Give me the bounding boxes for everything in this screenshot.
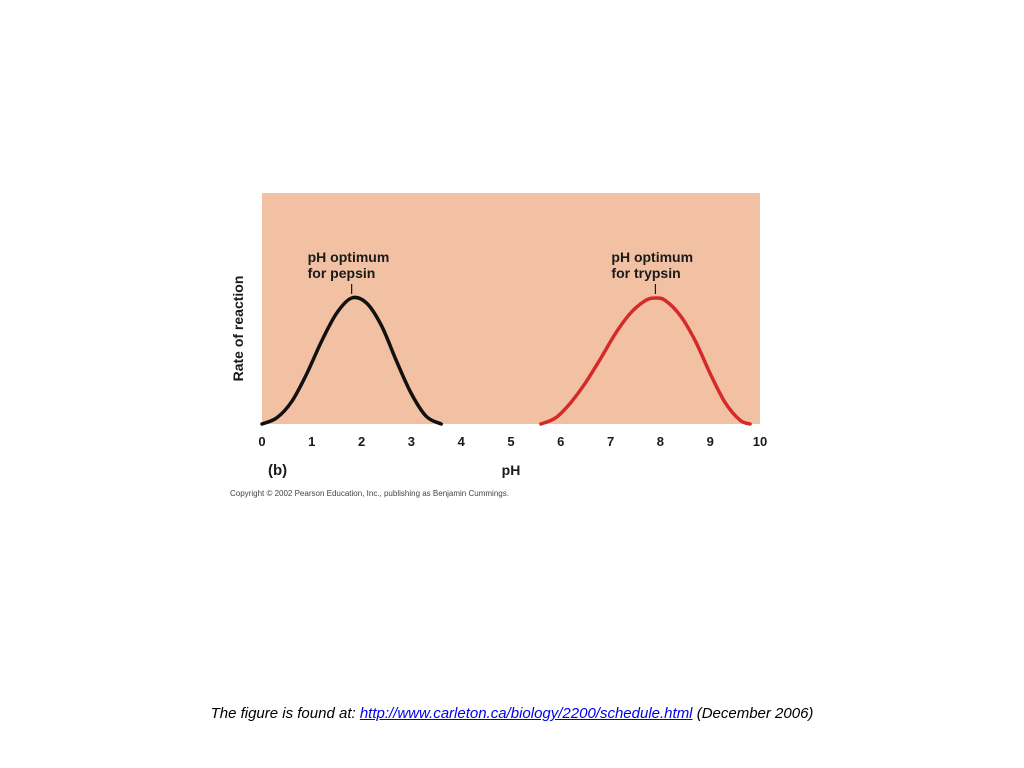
x-tick-label: 4 [458,434,466,449]
plot-area [262,193,760,424]
source-link[interactable]: http://www.carleton.ca/biology/2200/sche… [359,705,693,722]
annotation-text: for trypsin [611,265,680,281]
panel-label: (b) [268,462,287,479]
x-tick-label: 3 [408,434,415,449]
x-tick-label: 2 [358,434,365,449]
x-tick-label: 9 [707,434,714,449]
x-tick-label: 6 [557,434,564,449]
x-tick-label: 0 [258,434,265,449]
x-axis-label: pH [502,462,521,478]
y-axis-label: Rate of reaction [230,276,246,382]
caption-suffix: (December 2006) [692,705,814,722]
x-tick-label: 10 [753,434,767,449]
series-line-0 [260,295,444,426]
x-tick-label: 1 [308,434,315,449]
copyright-text: Copyright © 2002 Pearson Education, Inc.… [230,489,509,498]
annotation-text: pH optimum [308,249,390,265]
x-tick-label: 5 [507,434,514,449]
x-tick-label: 8 [657,434,664,449]
series-line-1 [539,296,752,426]
caption: The figure is found at: http://www.carle… [0,705,1024,722]
annotation-text: pH optimum [611,249,693,265]
x-tick-label: 7 [607,434,614,449]
caption-prefix: The figure is found at: [210,705,360,722]
annotation-text: for pepsin [308,265,376,281]
